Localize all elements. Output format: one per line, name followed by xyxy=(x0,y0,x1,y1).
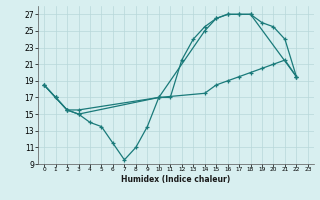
X-axis label: Humidex (Indice chaleur): Humidex (Indice chaleur) xyxy=(121,175,231,184)
